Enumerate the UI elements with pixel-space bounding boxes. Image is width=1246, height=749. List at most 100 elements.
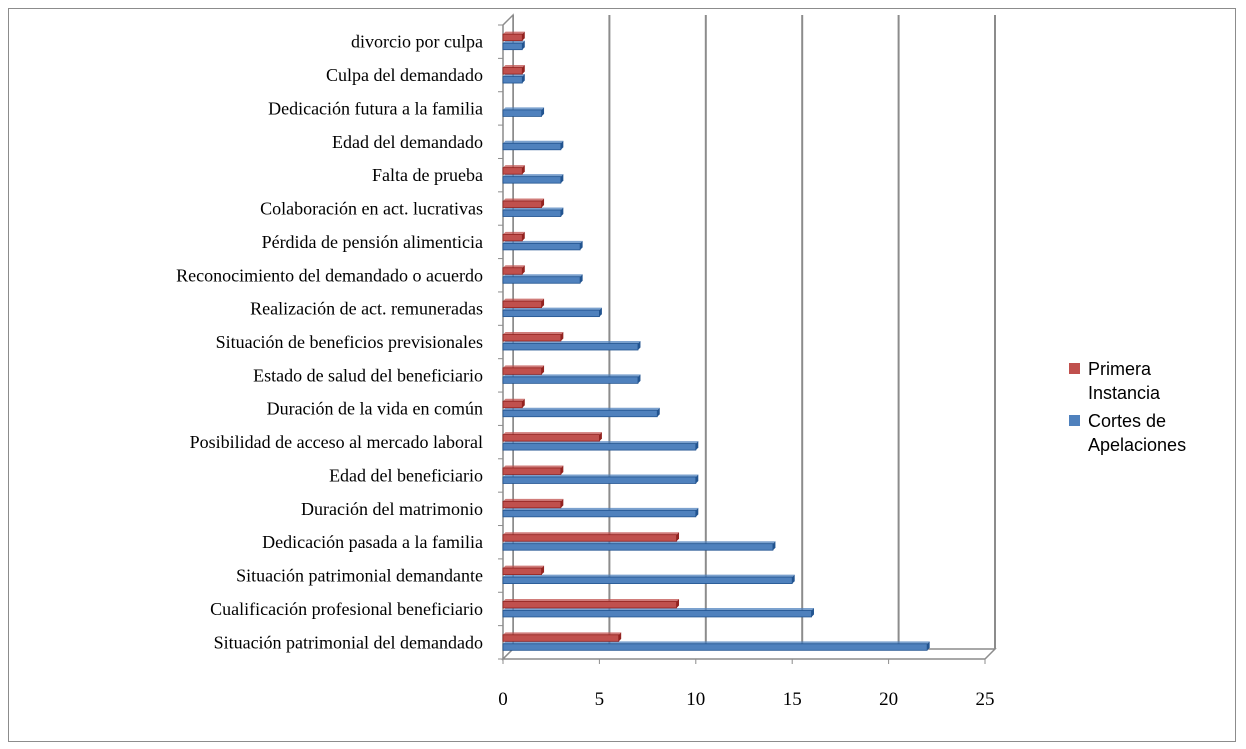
bar-end-1 xyxy=(811,607,814,617)
bar-primera-instancia xyxy=(502,567,542,575)
bar-primera-instancia xyxy=(502,167,523,175)
bar-primera-instancia xyxy=(502,634,620,642)
bar-cortes-de-apelaciones xyxy=(502,509,697,518)
bar-top-0 xyxy=(503,231,525,235)
bar-top-1 xyxy=(503,140,564,144)
bar-end-1 xyxy=(927,641,930,651)
x-tick-label: 0 xyxy=(498,689,508,710)
bar-top-0 xyxy=(503,432,602,435)
bar-top-1 xyxy=(503,274,583,277)
x-tick-label: 5 xyxy=(595,689,605,710)
bar-primera-instancia xyxy=(502,200,542,208)
bar-end-1 xyxy=(657,407,660,417)
category-label: Realización de act. remuneradas xyxy=(250,299,483,319)
bar-cortes-de-apelaciones xyxy=(502,476,697,484)
bar-top-0 xyxy=(503,165,525,168)
bar-primera-instancia xyxy=(502,534,677,542)
category-label: Situación patrimonial del demandado xyxy=(214,632,483,652)
bar-top-0 xyxy=(503,265,525,268)
legend-label-cortes-de-apelaciones-line1: Cortes de xyxy=(1088,411,1167,431)
bar-end-0 xyxy=(522,31,525,41)
bar-end-0 xyxy=(522,231,525,241)
legend-item-cortes-de-apelaciones: Cortes de Apelaciones xyxy=(1069,409,1208,457)
bar-cortes-de-apelaciones xyxy=(502,610,812,618)
bar-end-1 xyxy=(792,574,795,584)
bar-top-0 xyxy=(503,332,564,335)
bar-top-0 xyxy=(503,465,564,468)
bar-primera-instancia xyxy=(502,33,523,42)
bar-top-1 xyxy=(503,607,814,611)
bar-end-0 xyxy=(599,432,602,442)
bar-primera-instancia xyxy=(502,601,677,609)
bar-top-1 xyxy=(503,107,545,110)
bar-top-0 xyxy=(503,632,622,635)
bar-top-0 xyxy=(503,298,545,302)
bar-top-0 xyxy=(503,498,564,502)
bar-end-0 xyxy=(541,298,545,308)
bar-top-0 xyxy=(503,365,545,368)
bar-end-0 xyxy=(522,65,525,75)
bar-end-0 xyxy=(522,265,525,275)
bar-cortes-de-apelaciones xyxy=(502,42,523,51)
bar-cortes-de-apelaciones xyxy=(502,409,658,418)
bar-cortes-de-apelaciones xyxy=(502,543,774,551)
bar-primera-instancia xyxy=(502,467,562,475)
bar-chart: Situación patrimonial del demandado Cuali… xyxy=(176,13,997,710)
bar-top-1 xyxy=(503,341,641,344)
bar-top-0 xyxy=(503,598,680,602)
bar-top-1 xyxy=(503,307,602,311)
bar-top-1 xyxy=(503,507,699,511)
bar-end-0 xyxy=(676,598,680,608)
bar-top-0 xyxy=(503,398,525,402)
category-label: Duración de la vida en común xyxy=(267,399,483,419)
bar-end-1 xyxy=(580,240,583,250)
category-label: Falta de prueba xyxy=(372,165,483,185)
bar-cortes-de-apelaciones xyxy=(502,176,562,184)
bar-end-0 xyxy=(522,398,525,408)
legend: Primera Instancia Cortes de Apelaciones xyxy=(1069,357,1208,461)
bar-top-0 xyxy=(503,31,525,35)
bar-end-1 xyxy=(560,140,564,150)
legend-swatch-cortes-de-apelaciones xyxy=(1069,415,1080,426)
bar-end-0 xyxy=(522,165,525,175)
bar-end-1 xyxy=(560,207,564,217)
bar-end-1 xyxy=(637,374,641,384)
bar-cortes-de-apelaciones xyxy=(502,576,793,584)
bar-end-0 xyxy=(618,632,622,642)
floor xyxy=(501,648,997,660)
bar-end-0 xyxy=(560,498,564,508)
legend-label-primera-instancia-line2: Instancia xyxy=(1088,383,1161,403)
bar-primera-instancia xyxy=(502,500,562,509)
x-tick-label: 10 xyxy=(686,689,705,710)
bar-end-1 xyxy=(541,107,545,117)
bar-end-1 xyxy=(522,74,525,84)
bar-end-1 xyxy=(599,307,602,317)
category-label: Edad del demandado xyxy=(332,132,483,152)
bar-cortes-de-apelaciones xyxy=(502,443,697,451)
bar-primera-instancia xyxy=(502,300,542,309)
bar-primera-instancia xyxy=(502,267,523,275)
bar-cortes-de-apelaciones xyxy=(502,309,600,318)
bar-top-1 xyxy=(503,441,699,444)
bar-top-1 xyxy=(503,641,930,644)
category-label: Colaboración en act. lucrativas xyxy=(260,199,483,219)
bar-top-1 xyxy=(503,174,564,177)
bar-primera-instancia xyxy=(502,367,542,375)
bar-cortes-de-apelaciones xyxy=(502,209,562,217)
bar-end-0 xyxy=(676,532,680,542)
bar-cortes-de-apelaciones xyxy=(502,142,562,151)
legend-swatch-primera-instancia xyxy=(1069,363,1080,374)
category-label: Reconocimiento del demandado o acuerdo xyxy=(176,265,483,285)
category-label: Culpa del demandado xyxy=(326,65,483,85)
bar-cortes-de-apelaciones xyxy=(502,109,542,117)
bar-end-0 xyxy=(541,565,545,575)
bar-end-0 xyxy=(541,365,545,375)
x-tick-label: 20 xyxy=(879,689,898,710)
bar-end-0 xyxy=(541,198,545,208)
bar-top-0 xyxy=(503,532,680,535)
category-label: Cualificación profesional beneficiario xyxy=(210,599,483,619)
bar-top-1 xyxy=(503,374,641,377)
bar-end-1 xyxy=(695,474,699,484)
category-label: Edad del beneficiario xyxy=(329,465,483,485)
bar-end-1 xyxy=(695,441,699,451)
